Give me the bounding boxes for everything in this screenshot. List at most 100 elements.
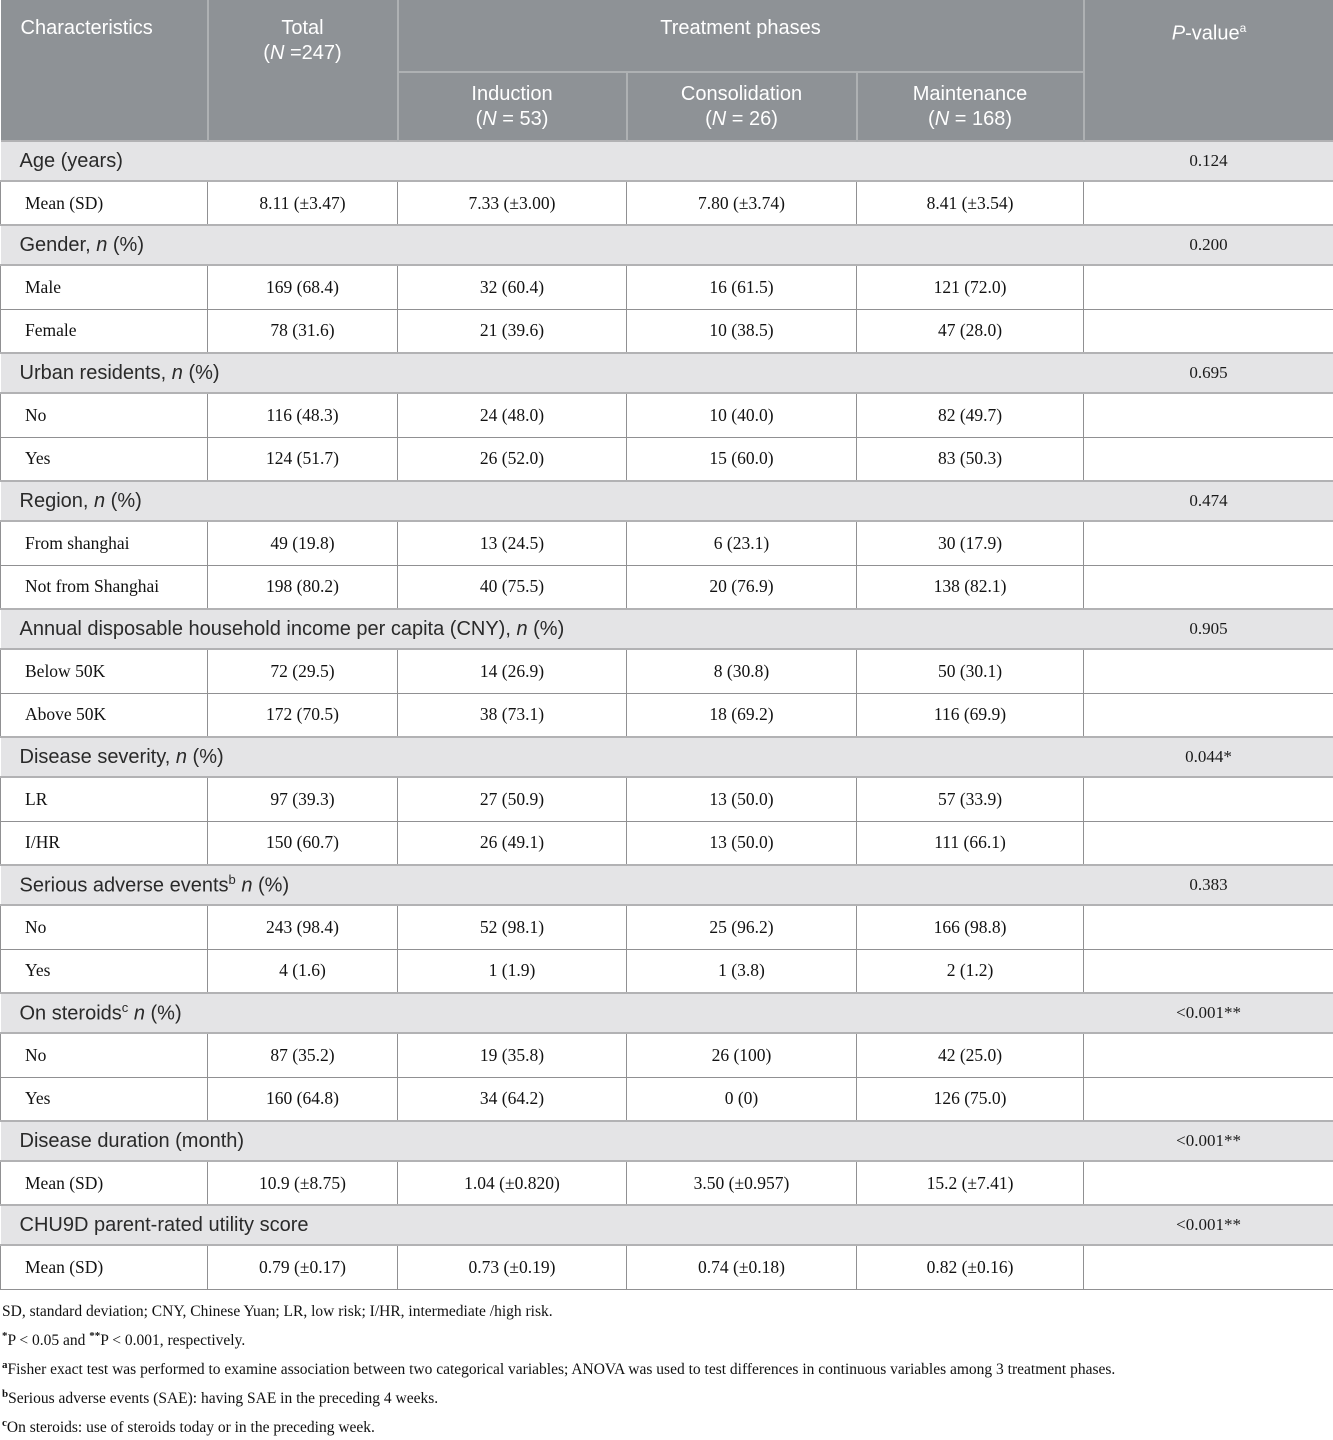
cell-value: 172 (70.5) — [208, 693, 398, 737]
cell-value: 1 (1.9) — [398, 949, 627, 993]
cell-value: 97 (39.3) — [208, 777, 398, 821]
column-header-pvalue: P-valuea — [1084, 0, 1333, 141]
cell-empty — [1084, 821, 1333, 865]
section-row: Disease severity, n (%)0.044* — [1, 737, 1333, 777]
footnotes: SD, standard deviation; CNY, Chinese Yua… — [0, 1290, 1333, 1440]
section-row: CHU9D parent-rated utility score<0.001** — [1, 1205, 1333, 1245]
cell-empty — [1084, 1161, 1333, 1205]
cell-value: 26 (100) — [627, 1033, 857, 1077]
section-title: CHU9D parent-rated utility score — [1, 1205, 1084, 1245]
cell-value: 121 (72.0) — [857, 265, 1084, 309]
row-label: Below 50K — [1, 649, 208, 693]
section-pvalue: <0.001** — [1084, 1121, 1333, 1161]
cell-value: 32 (60.4) — [398, 265, 627, 309]
row-label: I/HR — [1, 821, 208, 865]
cell-value: 27 (50.9) — [398, 777, 627, 821]
section-pvalue: 0.044* — [1084, 737, 1333, 777]
section-pvalue: 0.905 — [1084, 609, 1333, 649]
cell-value: 52 (98.1) — [398, 905, 627, 949]
cell-value: 26 (49.1) — [398, 821, 627, 865]
cell-value: 198 (80.2) — [208, 565, 398, 609]
row-label: Mean (SD) — [1, 181, 208, 225]
cell-value: 50 (30.1) — [857, 649, 1084, 693]
section-pvalue: 0.383 — [1084, 865, 1333, 905]
cell-value: 57 (33.9) — [857, 777, 1084, 821]
cell-value: 13 (24.5) — [398, 521, 627, 565]
cell-value: 10 (38.5) — [627, 309, 857, 353]
section-title: Age (years) — [1, 141, 1084, 181]
cell-value: 138 (82.1) — [857, 565, 1084, 609]
cell-value: 124 (51.7) — [208, 437, 398, 481]
section-title: Urban residents, n (%) — [1, 353, 1084, 393]
table-row: Mean (SD)10.9 (±8.75)1.04 (±0.820)3.50 (… — [1, 1161, 1333, 1205]
section-pvalue: <0.001** — [1084, 1205, 1333, 1245]
cell-value: 34 (64.2) — [398, 1077, 627, 1121]
cell-value: 8.11 (±3.47) — [208, 181, 398, 225]
cell-value: 111 (66.1) — [857, 821, 1084, 865]
cell-value: 25 (96.2) — [627, 905, 857, 949]
cell-value: 7.80 (±3.74) — [627, 181, 857, 225]
cell-value: 160 (64.8) — [208, 1077, 398, 1121]
section-row: On steroidsc n (%)<0.001** — [1, 993, 1333, 1033]
table-row: Mean (SD)0.79 (±0.17)0.73 (±0.19)0.74 (±… — [1, 1245, 1333, 1289]
row-label: Male — [1, 265, 208, 309]
cell-value: 0.82 (±0.16) — [857, 1245, 1084, 1289]
cell-empty — [1084, 309, 1333, 353]
cell-value: 8.41 (±3.54) — [857, 181, 1084, 225]
cell-empty — [1084, 181, 1333, 225]
table-row: Mean (SD)8.11 (±3.47)7.33 (±3.00)7.80 (±… — [1, 181, 1333, 225]
cell-value: 16 (61.5) — [627, 265, 857, 309]
cell-value: 126 (75.0) — [857, 1077, 1084, 1121]
cell-empty — [1084, 437, 1333, 481]
section-row: Disease duration (month)<0.001** — [1, 1121, 1333, 1161]
footnote-line: bSerious adverse events (SAE): having SA… — [2, 1382, 1329, 1411]
section-row: Region, n (%)0.474 — [1, 481, 1333, 521]
footnote-line: *P < 0.05 and **P < 0.001, respectively. — [2, 1324, 1329, 1353]
cell-empty — [1084, 565, 1333, 609]
row-label: Not from Shanghai — [1, 565, 208, 609]
cell-value: 47 (28.0) — [857, 309, 1084, 353]
row-label: LR — [1, 777, 208, 821]
cell-value: 166 (98.8) — [857, 905, 1084, 949]
footnote-line: aFisher exact test was performed to exam… — [2, 1353, 1329, 1382]
cell-empty — [1084, 1245, 1333, 1289]
cell-value: 19 (35.8) — [398, 1033, 627, 1077]
cell-value: 3.50 (±0.957) — [627, 1161, 857, 1205]
row-label: Above 50K — [1, 693, 208, 737]
cell-value: 8 (30.8) — [627, 649, 857, 693]
baseline-characteristics-table: Characteristics Total(N =247) Treatment … — [0, 0, 1333, 1290]
cell-value: 10 (40.0) — [627, 393, 857, 437]
cell-value: 30 (17.9) — [857, 521, 1084, 565]
cell-value: 13 (50.0) — [627, 821, 857, 865]
column-header-characteristics: Characteristics — [1, 0, 208, 141]
column-header-treatment-phases: Treatment phases — [398, 0, 1084, 72]
cell-value: 10.9 (±8.75) — [208, 1161, 398, 1205]
section-row: Age (years)0.124 — [1, 141, 1333, 181]
cell-value: 1.04 (±0.820) — [398, 1161, 627, 1205]
cell-value: 0.74 (±0.18) — [627, 1245, 857, 1289]
footnote-line: cOn steroids: use of steroids today or i… — [2, 1411, 1329, 1440]
column-header-consolidation: Consolidation(N = 26) — [627, 72, 857, 141]
section-pvalue: 0.695 — [1084, 353, 1333, 393]
section-title: Gender, n (%) — [1, 225, 1084, 265]
cell-empty — [1084, 265, 1333, 309]
cell-value: 20 (76.9) — [627, 565, 857, 609]
section-pvalue: 0.200 — [1084, 225, 1333, 265]
cell-value: 78 (31.6) — [208, 309, 398, 353]
section-title: Serious adverse eventsb n (%) — [1, 865, 1084, 905]
table-header: Characteristics Total(N =247) Treatment … — [1, 0, 1333, 141]
cell-value: 2 (1.2) — [857, 949, 1084, 993]
section-row: Serious adverse eventsb n (%)0.383 — [1, 865, 1333, 905]
section-row: Gender, n (%)0.200 — [1, 225, 1333, 265]
cell-empty — [1084, 521, 1333, 565]
